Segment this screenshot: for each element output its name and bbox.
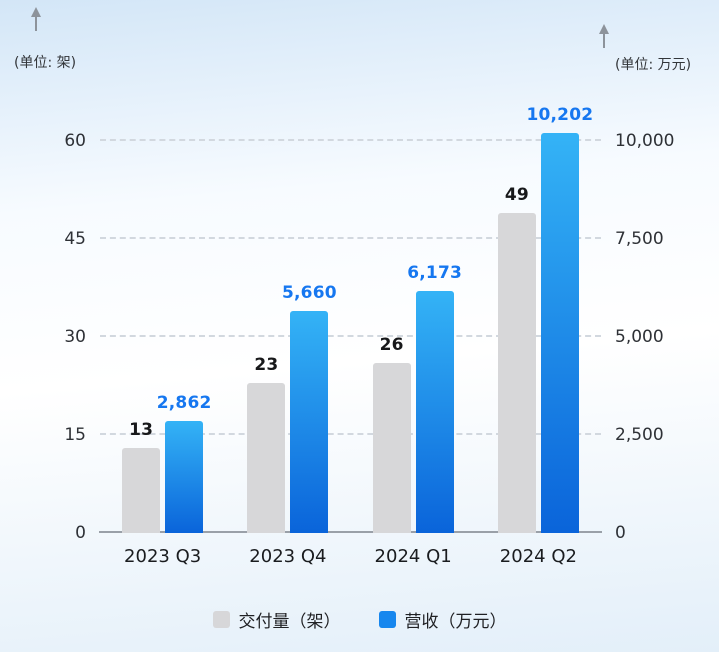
revenue-bar <box>165 420 204 533</box>
x-axis-baseline <box>99 531 602 533</box>
arrow-stem <box>35 16 37 31</box>
right-axis-unit: (单位: 万元) <box>615 57 692 73</box>
delivery-bar <box>247 382 286 533</box>
delivery-value-label: 26 <box>379 335 404 356</box>
right-axis-tick-label: 2,500 <box>615 425 664 445</box>
left-axis-arrow-icon <box>28 7 44 31</box>
revenue-value-label: 10,202 <box>526 105 594 126</box>
revenue-value-label: 2,862 <box>156 392 212 413</box>
delivery-bar <box>497 212 536 533</box>
delivery-value-label: 13 <box>129 420 154 441</box>
delivery-value-label: 49 <box>504 184 529 205</box>
x-axis-category-label: 2024 Q1 <box>374 546 452 567</box>
gridline <box>100 335 601 337</box>
left-axis-tick-label: 15 <box>64 425 86 445</box>
legend: 交付量（架） 营收（万元） <box>0 607 719 632</box>
left-axis-tick-label: 30 <box>64 327 86 347</box>
delivery-bar <box>122 448 161 533</box>
left-axis-tick-label: 45 <box>64 229 86 249</box>
right-axis-tick-label: 5,000 <box>615 327 664 347</box>
left-axis-tick-label: 0 <box>75 523 86 543</box>
plot-area: 13 2,862 23 5,660 26 6,173 49 10,202 <box>99 45 602 533</box>
arrow-stem <box>603 33 605 48</box>
x-axis-category-label: 2023 Q3 <box>124 546 202 567</box>
x-axis-category-label: 2024 Q2 <box>499 546 577 567</box>
delivery-bar <box>372 363 411 533</box>
legend-item: 营收（万元） <box>378 607 507 632</box>
gridline <box>100 139 601 141</box>
legend-label: 交付量（架） <box>238 612 341 632</box>
gridline <box>100 433 601 435</box>
gridline <box>100 237 601 239</box>
revenue-bar <box>540 133 579 533</box>
legend-swatch <box>212 611 230 628</box>
right-axis-tick-label: 10,000 <box>615 131 675 151</box>
right-axis-arrow-icon <box>596 24 612 48</box>
left-axis-tick-label: 60 <box>64 131 86 151</box>
revenue-value-label: 5,660 <box>281 283 337 304</box>
left-axis-unit: (单位: 架) <box>14 55 77 71</box>
right-axis-tick-label: 0 <box>615 523 626 543</box>
legend-label: 营收（万元） <box>404 612 507 632</box>
revenue-bar <box>290 311 329 533</box>
arrow-head <box>31 7 41 17</box>
revenue-bar <box>415 291 454 533</box>
right-axis-tick-label: 7,500 <box>615 229 664 249</box>
delivery-value-label: 23 <box>254 354 279 375</box>
arrow-head <box>599 24 609 34</box>
legend-swatch <box>378 611 396 628</box>
revenue-value-label: 6,173 <box>407 263 463 284</box>
legend-item: 交付量（架） <box>212 607 341 632</box>
x-axis-category-label: 2023 Q4 <box>249 546 327 567</box>
